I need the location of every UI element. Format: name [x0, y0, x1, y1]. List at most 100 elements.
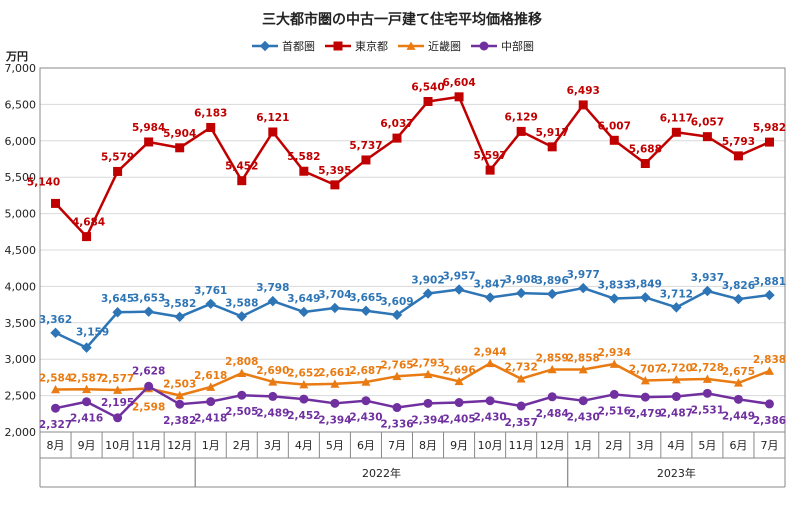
legend-item: 東京都 [325, 39, 388, 53]
data-label: 2,577 [101, 373, 134, 385]
data-label: 2,696 [442, 364, 475, 376]
data-label: 3,653 [132, 293, 165, 305]
data-label: 2,690 [256, 365, 289, 377]
data-label: 2,618 [194, 370, 227, 382]
x-tick-label: 5月 [326, 439, 344, 452]
x-tick-label: 2月 [605, 439, 623, 452]
data-point [640, 392, 650, 402]
data-label: 2,808 [225, 356, 258, 368]
data-point [546, 288, 558, 300]
data-label: 2,687 [349, 365, 382, 377]
data-point [640, 292, 651, 303]
data-point [82, 232, 92, 242]
x-tick-label: 7月 [388, 439, 406, 452]
data-point [764, 137, 774, 147]
data-point [485, 358, 495, 368]
data-point [113, 166, 123, 176]
data-point [547, 364, 557, 374]
data-label: 2,405 [442, 414, 475, 426]
data-point [175, 143, 185, 153]
data-point [360, 305, 372, 316]
data-label: 5,140 [27, 176, 60, 188]
data-label: 2,728 [691, 362, 724, 374]
data-label: 2,859 [536, 352, 569, 364]
data-point [361, 155, 371, 165]
x-axis: 8月 9月 10月 11月 12月 1月 2月 3月 4月 5月 6月 7月 8月 9月 10月 11月 12月… [39, 432, 786, 488]
series-line [54, 286, 770, 349]
data-label: 2,479 [629, 408, 662, 420]
data-label: 5,452 [225, 161, 258, 173]
legend-label: 中部圏 [501, 39, 534, 53]
data-point [671, 127, 681, 137]
data-point [206, 397, 216, 407]
y-axis-unit-label: 万円 [5, 50, 28, 63]
data-label: 5,582 [287, 151, 320, 163]
x-tick-label: 4月 [295, 439, 313, 452]
data-label: 2,195 [101, 397, 134, 409]
x-tick-label: 6月 [729, 439, 747, 452]
data-point [423, 369, 433, 379]
legend-item: 中部圏 [471, 39, 534, 53]
series-line [55, 362, 770, 397]
data-point [333, 41, 343, 51]
data-point [406, 41, 416, 50]
data-point [578, 100, 588, 110]
data-point [516, 374, 526, 383]
data-label: 2,416 [70, 413, 103, 425]
x-tick-label: 9月 [450, 439, 468, 452]
data-point [515, 287, 527, 299]
data-point [453, 284, 465, 295]
data-point [236, 311, 247, 322]
data-point [640, 376, 650, 385]
data-label: 2,484 [536, 408, 569, 420]
year-group-label: 2022年 [362, 466, 401, 480]
data-label: 3,847 [473, 279, 506, 291]
data-point [609, 389, 619, 399]
data-label: 2,944 [473, 346, 506, 358]
series-line [54, 95, 770, 238]
data-point [174, 311, 185, 323]
data-point [51, 403, 61, 413]
data-point [422, 288, 434, 299]
data-label: 2,430 [567, 412, 600, 424]
data-label: 5,984 [132, 122, 165, 134]
data-label: 2,505 [225, 406, 258, 418]
data-point [299, 394, 309, 404]
data-label: 2,430 [349, 412, 382, 424]
data-label: 6,057 [691, 117, 724, 129]
data-label: 2,327 [39, 419, 72, 431]
data-point [702, 285, 713, 297]
y-tick-label: 3,000 [5, 353, 37, 366]
data-point [733, 151, 743, 161]
x-tick-label: 11月 [509, 439, 534, 452]
data-label: 5,395 [318, 165, 351, 177]
x-tick-label: 9月 [78, 439, 96, 452]
data-point [268, 391, 278, 401]
data-label: 3,712 [660, 288, 693, 300]
data-point [764, 399, 774, 409]
data-point [479, 41, 489, 51]
data-point [144, 381, 154, 391]
data-point [671, 375, 681, 384]
data-label: 3,645 [101, 293, 134, 305]
data-label: 2,765 [380, 359, 413, 371]
data-point [329, 302, 341, 314]
data-point [702, 374, 712, 383]
x-tick-label: 3月 [636, 439, 654, 452]
x-tick-label: 3月 [264, 439, 282, 452]
data-point [392, 403, 402, 413]
data-point [392, 371, 402, 381]
data-point [423, 96, 433, 106]
data-point [485, 396, 495, 406]
data-label: 2,394 [318, 414, 351, 426]
data-point [175, 399, 185, 409]
data-point [259, 40, 271, 52]
x-tick-label: 7月 [760, 439, 778, 452]
data-label: 6,604 [442, 77, 475, 89]
data-label: 2,587 [70, 372, 103, 384]
legend-label: 東京都 [355, 39, 388, 53]
y-tick-label: 7,000 [5, 62, 37, 75]
